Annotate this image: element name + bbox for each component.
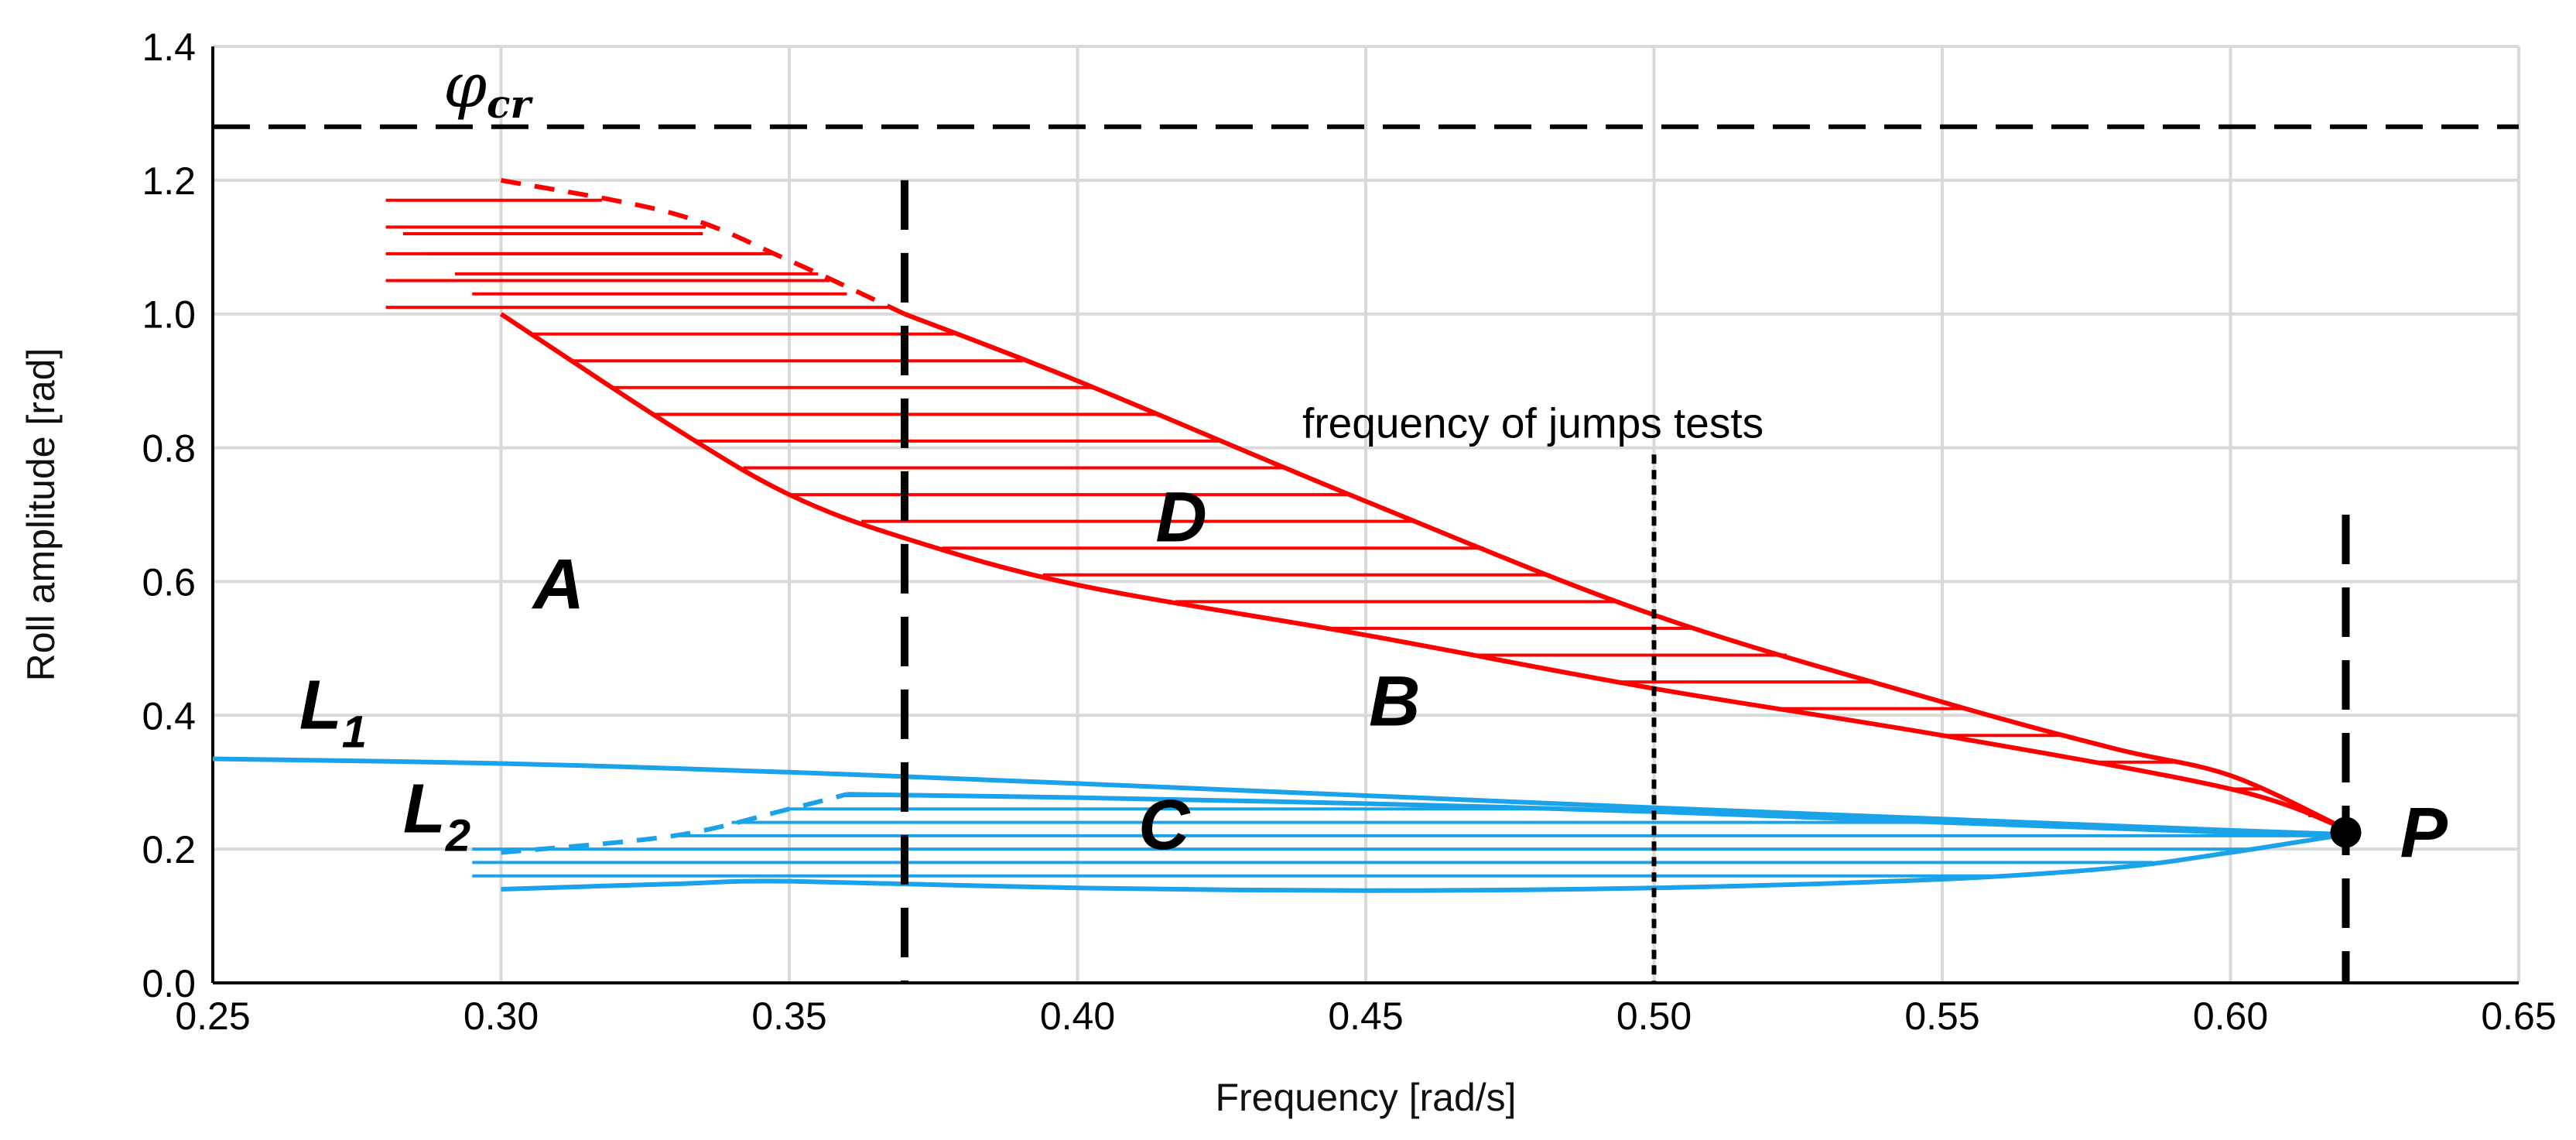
y-tick-label: 0.8 (142, 427, 196, 471)
series-layer (213, 124, 2519, 893)
x-tick-labels: 0.25 0.30 0.35 0.40 0.45 0.50 0.55 0.60 0.65 (175, 995, 2556, 1038)
point-p-marker (2330, 816, 2362, 848)
x-tick-label: 0.60 (2193, 995, 2268, 1038)
y-axis-title: Roll amplitude [rad] (19, 348, 63, 682)
x-tick-label: 0.40 (1040, 995, 1115, 1038)
series-upper-branch (903, 311, 2347, 831)
curve-label-l1: L1 (299, 667, 367, 758)
region-d-hatching (385, 198, 2318, 817)
series-l2-upper (847, 792, 2346, 837)
x-tick-label: 0.25 (175, 995, 250, 1038)
series-l2-lower (501, 832, 2346, 893)
series-l2-unstable (501, 792, 848, 855)
curve-label-subscript: 1 (342, 707, 367, 758)
y-tick-label: 1.0 (142, 293, 196, 337)
y-tick-label: 1.2 (142, 159, 196, 203)
region-label-a: A (532, 545, 584, 624)
x-tick-label: 0.50 (1616, 995, 1692, 1038)
y-tick-label: 1.4 (142, 26, 196, 69)
annotation-frequency-of-jumps-tests: frequency of jumps tests (1302, 399, 1764, 447)
phi-cr-label: φcr (443, 50, 533, 127)
phi-cr-subscript: cr (487, 81, 533, 127)
vertical-gridlines (211, 46, 2520, 983)
point-p-label: P (2400, 794, 2448, 873)
x-tick-label: 0.35 (751, 995, 826, 1038)
region-label-d: D (1155, 478, 1206, 557)
x-tick-label: 0.45 (1328, 995, 1403, 1038)
series-l1 (213, 756, 2346, 837)
x-axis-title: Frequency [rad/s] (1215, 1076, 1516, 1119)
region-label-b: B (1369, 662, 1420, 741)
y-tick-label: 0.6 (142, 560, 196, 604)
y-tick-label: 0.2 (142, 828, 196, 871)
curve-label-subscript: 2 (445, 811, 470, 861)
y-tick-label: 0.0 (142, 962, 196, 1005)
vertical-markers (901, 180, 2350, 983)
x-tick-label: 0.30 (464, 995, 539, 1038)
x-tick-label: 0.55 (1904, 995, 1979, 1038)
y-tick-label: 0.4 (142, 694, 196, 738)
region-label-c: C (1138, 786, 1191, 864)
x-tick-label: 0.65 (2481, 995, 2556, 1038)
region-c-hatching (472, 794, 2338, 878)
series-lower-branch (499, 312, 2347, 832)
curve-label-l2: L2 (403, 771, 470, 861)
y-tick-labels: 0.0 0.2 0.4 0.6 0.8 1.0 1.2 1.4 (142, 26, 196, 1005)
